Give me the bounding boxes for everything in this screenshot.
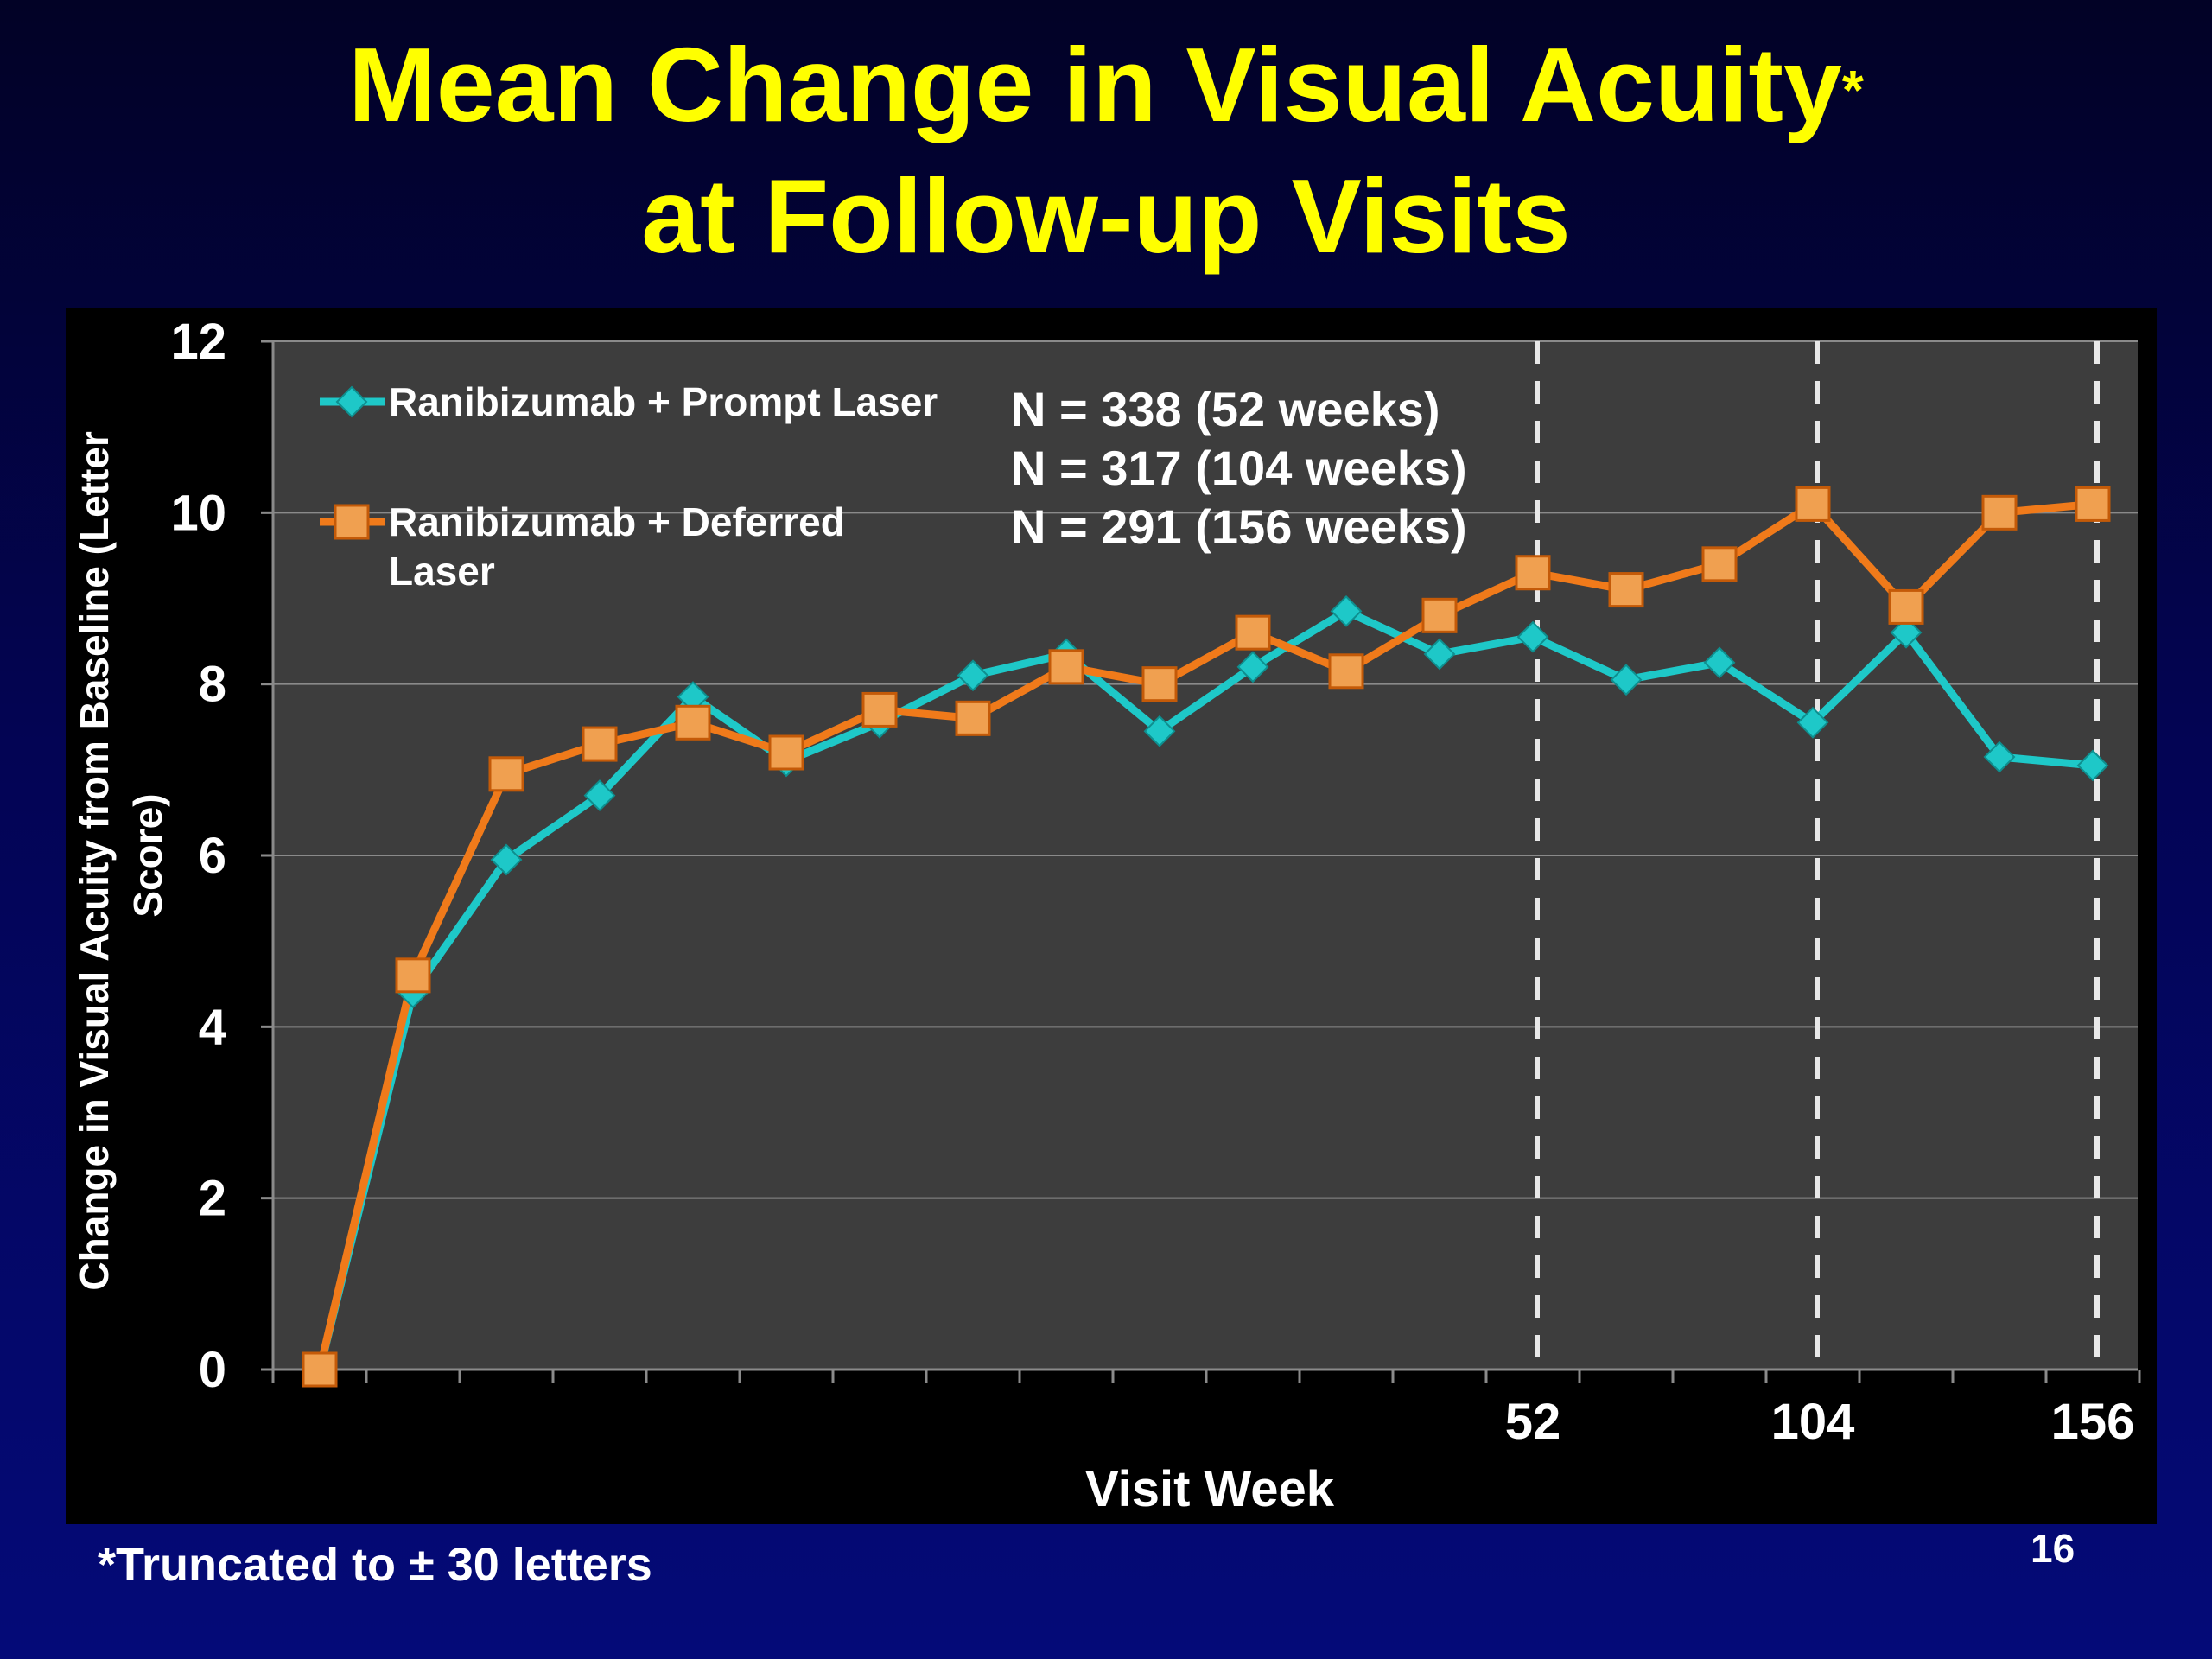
data-point-deferred-laser [488, 756, 524, 792]
data-point-prompt-laser [1796, 706, 1829, 739]
data-point-deferred-laser [768, 734, 804, 771]
data-point-prompt-laser [1983, 741, 2016, 773]
x-tick-label: 156 [2051, 1394, 2135, 1450]
y-tick-label: 0 [199, 1342, 226, 1398]
title-line-1: Mean Change in Visual Acuity* [348, 26, 1864, 143]
legend-swatch-marker [334, 504, 370, 540]
y-axis-title-line-2: Score) [125, 793, 170, 917]
data-point-deferred-laser [1608, 572, 1644, 608]
series-line-prompt-laser [315, 607, 2094, 1371]
y-tick-label: 8 [199, 657, 226, 713]
data-point-deferred-laser [395, 957, 431, 994]
x-axis-title: Visit Week [1085, 1461, 1335, 1517]
y-tick-labels: 0 2 4 6 8 10 12 [170, 314, 226, 1398]
data-point-deferred-laser [582, 726, 618, 762]
data-point-prompt-laser [490, 843, 523, 876]
legend-label: Ranibizumab + Deferred Laser [389, 499, 845, 594]
x-tick-label: 52 [1505, 1394, 1561, 1450]
slide-title: Mean Change in Visual Acuity* at Follow-… [0, 19, 2212, 282]
x-axis: 52 104 156 [271, 341, 2141, 1450]
y-axis-title: Change in Visual Acuity from Baseline (L… [72, 420, 170, 1290]
data-point-prompt-laser [583, 779, 616, 811]
y-tick-label: 12 [170, 314, 226, 370]
data-point-deferred-laser [1888, 588, 1924, 625]
series [302, 486, 2111, 1388]
data-point-deferred-laser [1981, 494, 2018, 531]
data-point-deferred-laser [1141, 666, 1178, 702]
data-point-prompt-laser [1890, 616, 1923, 649]
data-point-prompt-laser [1516, 620, 1549, 653]
data-point-deferred-laser [302, 1351, 338, 1388]
data-point-prompt-laser [1423, 638, 1456, 671]
legend-label: Ranibizumab + Prompt Laser [389, 379, 938, 424]
annotation-line-104: N = 317 (104 weeks) [1011, 441, 1467, 495]
data-point-deferred-laser [1515, 555, 1551, 591]
x-tick-label: 104 [1771, 1394, 1855, 1450]
data-point-deferred-laser [861, 691, 898, 728]
data-point-prompt-laser [1143, 715, 1176, 747]
y-tick-label: 4 [199, 999, 226, 1055]
sample-size-annotation: N = 338 (52 weeks) N = 317 (104 weeks) N… [1011, 380, 1467, 556]
title-line-2: at Follow-up Visits [641, 157, 1571, 275]
slide-number: 16 [2031, 1526, 2075, 1571]
y-tick-label: 6 [199, 828, 226, 884]
data-point-deferred-laser [1701, 546, 1738, 582]
y-tick-label: 10 [170, 485, 226, 541]
legend-swatch-marker [335, 385, 368, 418]
data-point-prompt-laser [1703, 646, 1736, 679]
legend-label-line: Ranibizumab + Prompt Laser [389, 379, 938, 424]
data-point-deferred-laser [1048, 649, 1084, 685]
data-point-deferred-laser [675, 704, 711, 741]
data-point-prompt-laser [957, 659, 989, 692]
y-axis-title-line-1: Change in Visual Acuity from Baseline (L… [72, 431, 117, 1290]
data-point-prompt-laser [1610, 664, 1643, 696]
legend-label-line: Ranibizumab + Deferred [389, 499, 845, 544]
data-point-deferred-laser [1328, 653, 1364, 690]
annotation-line-156: N = 291 (156 weeks) [1011, 499, 1467, 554]
data-point-prompt-laser [2076, 749, 2109, 782]
y-tick-label: 2 [199, 1171, 226, 1227]
data-point-deferred-laser [1421, 597, 1458, 633]
legend: Ranibizumab + Prompt Laser Ranibizumab + … [320, 379, 938, 594]
data-point-prompt-laser [1236, 651, 1269, 683]
legend-label-line: Laser [389, 549, 495, 594]
data-point-deferred-laser [1795, 486, 1831, 522]
footnote: *Truncated to ± 30 letters [98, 1539, 652, 1591]
data-point-deferred-laser [955, 700, 991, 736]
data-point-deferred-laser [1235, 614, 1271, 651]
data-point-deferred-laser [2075, 486, 2111, 522]
title-asterisk: * [1841, 59, 1864, 121]
annotation-line-52: N = 338 (52 weeks) [1011, 382, 1440, 436]
data-point-prompt-laser [1330, 594, 1363, 627]
